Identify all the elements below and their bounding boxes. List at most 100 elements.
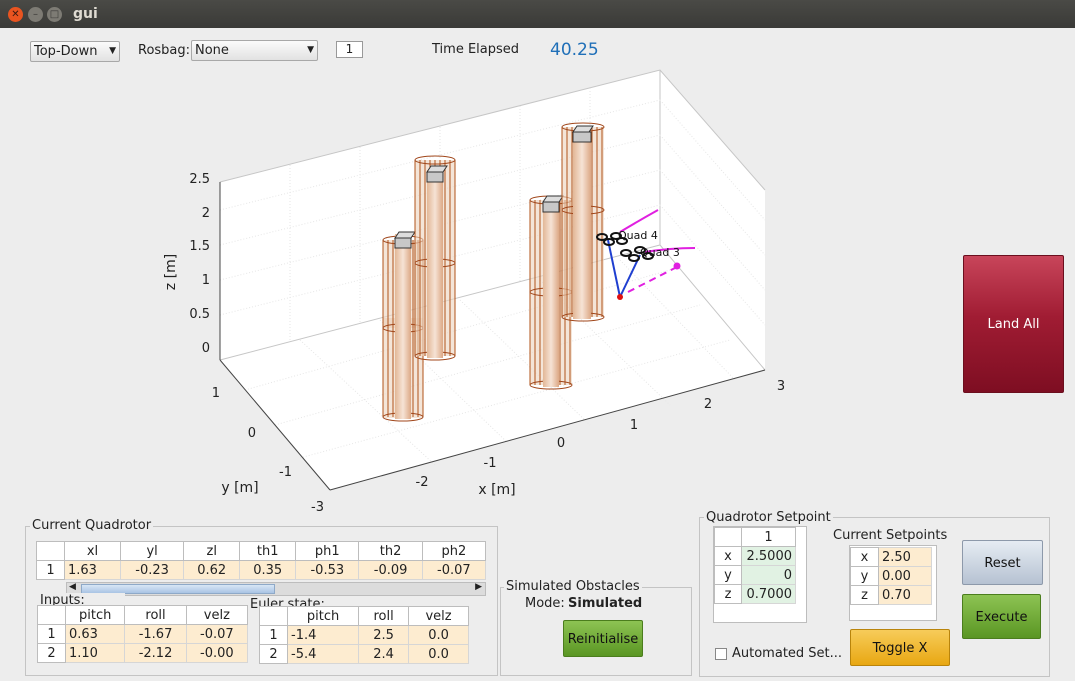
table-cell[interactable]: -1.67	[124, 624, 187, 644]
current-setpoints-title: Current Setpoints	[833, 528, 948, 543]
column-header: ph1	[295, 541, 360, 561]
view-select-value: Top-Down	[34, 44, 98, 59]
table-cell[interactable]: 1.63	[64, 560, 121, 580]
time-elapsed-value: 40.25	[550, 40, 599, 60]
table-cell[interactable]: 0.0	[408, 625, 469, 645]
z-tick: 0.5	[189, 307, 210, 322]
row-header: x	[714, 546, 742, 566]
table-cell[interactable]: -0.00	[185, 643, 249, 663]
table-cell[interactable]: -2.12	[124, 643, 187, 663]
setpoint-z-cell[interactable]: 0.7000	[741, 584, 796, 604]
inputs-title: Inputs:	[40, 593, 125, 608]
euler-table[interactable]: pitch roll velz 1 -1.4 2.5 0.0 2 -5.4 2.…	[259, 606, 469, 664]
column-header: ph2	[421, 541, 487, 561]
column-header: roll	[124, 605, 187, 625]
setpoint-title: Quadrotor Setpoint	[704, 510, 833, 525]
table-cell[interactable]: 1.10	[64, 643, 126, 663]
setpoint-y-cell[interactable]: 0	[741, 565, 796, 585]
column-header: velz	[408, 606, 469, 626]
table-cell[interactable]: 2.50	[878, 547, 932, 567]
reinitialise-button[interactable]: Reinitialise	[563, 620, 643, 657]
table-row[interactable]: z 0.70	[850, 585, 932, 605]
table-cell[interactable]: 0.63	[64, 624, 126, 644]
table-row[interactable]: x 2.5000	[714, 546, 796, 566]
table-row[interactable]: y 0	[714, 565, 796, 585]
maximize-icon[interactable]: □	[47, 7, 62, 22]
table-row[interactable]: 2 1.10 -2.12 -0.00	[37, 643, 249, 663]
setpoint-panel	[699, 517, 1050, 677]
table-cell[interactable]: -0.23	[119, 560, 185, 580]
row-header: 2	[37, 643, 66, 663]
table-cell[interactable]: -0.09	[358, 560, 423, 580]
mode-value: Simulated	[568, 596, 643, 611]
table-cell[interactable]: -0.07	[421, 560, 487, 580]
toggle-x-button[interactable]: Toggle X	[850, 629, 950, 666]
table-cell[interactable]: -0.07	[185, 624, 249, 644]
table-cell[interactable]: 0.70	[878, 585, 932, 605]
table-row[interactable]: x 2.50	[850, 547, 932, 567]
column-header: yl	[119, 541, 185, 561]
obstacle-cylinder	[561, 122, 605, 322]
table-row[interactable]: z 0.7000	[714, 584, 796, 604]
inputs-table[interactable]: pitch roll velz 1 0.63 -1.67 -0.07 2 1.1…	[37, 605, 249, 663]
table-cell[interactable]: 0.62	[183, 560, 241, 580]
chevron-down-icon: ▼	[307, 45, 314, 55]
column-header: 1	[741, 527, 796, 547]
row-header: y	[850, 566, 879, 586]
x-tick: 3	[777, 379, 785, 394]
minimize-icon[interactable]: –	[28, 7, 43, 22]
quad-label: Quad 3	[640, 246, 680, 259]
z-tick: 2.5	[189, 172, 210, 187]
y-tick: 0	[248, 426, 256, 441]
column-header: pitch	[286, 606, 360, 626]
land-all-button[interactable]: Land All	[963, 255, 1064, 393]
setpoint-x-cell[interactable]: 2.5000	[741, 546, 796, 566]
close-icon[interactable]: ✕	[8, 7, 23, 22]
time-elapsed-label: Time Elapsed	[432, 42, 520, 57]
y-tick: -3	[311, 500, 324, 515]
plot-3d[interactable]: Quad 4 Quad 3 2.5 2 1.5 1 0.5 0 1 0 -1 -…	[150, 60, 800, 515]
y-tick: 1	[212, 386, 220, 401]
column-header: velz	[185, 605, 249, 625]
table-row[interactable]: 1 1.63 -0.23 0.62 0.35 -0.53 -0.09 -0.07	[36, 560, 487, 580]
index-input[interactable]: 1	[336, 41, 363, 58]
table-cell[interactable]: 2.5	[358, 625, 410, 645]
z-axis-label: z [m]	[163, 254, 179, 290]
row-header: x	[850, 547, 879, 567]
table-cell[interactable]: -0.53	[295, 560, 360, 580]
axis-ticks: 2.5 2 1.5 1 0.5 0 1 0 -1 -3 -2 -1 0 1 2 …	[163, 172, 785, 515]
table-cell[interactable]: -1.4	[286, 625, 360, 645]
column-header: pitch	[64, 605, 126, 625]
horizontal-scrollbar[interactable]: ◀ ▶	[66, 582, 486, 596]
window-titlebar: ✕ – □ gui	[0, 0, 1075, 28]
view-select[interactable]: Top-Down ▼	[30, 41, 120, 62]
current-setpoints-table[interactable]: x 2.50 y 0.00 z 0.70	[850, 547, 932, 605]
reset-button[interactable]: Reset	[962, 540, 1043, 585]
execute-button[interactable]: Execute	[962, 594, 1041, 639]
table-cell[interactable]: 0.0	[408, 644, 469, 664]
table-row[interactable]: 1 -1.4 2.5 0.0	[259, 625, 469, 645]
table-row[interactable]: y 0.00	[850, 566, 932, 586]
x-tick: -2	[416, 475, 429, 490]
row-header: 1	[36, 560, 65, 580]
current-quadrotor-title: Current Quadrotor	[30, 518, 154, 533]
automated-setpoint-checkbox[interactable]	[715, 648, 727, 660]
z-tick: 0	[202, 341, 210, 356]
table-cell[interactable]: -5.4	[286, 644, 360, 664]
table-row[interactable]: 2 -5.4 2.4 0.0	[259, 644, 469, 664]
scroll-right-icon[interactable]: ▶	[475, 582, 482, 592]
scrollbar-thumb[interactable]	[81, 584, 275, 594]
table-row[interactable]: 1 0.63 -1.67 -0.07	[37, 624, 249, 644]
current-quadrotor-table[interactable]: xl yl zl th1 ph1 th2 ph2 1 1.63 -0.23 0.…	[36, 541, 487, 580]
table-cell[interactable]: 0.35	[239, 560, 297, 580]
scroll-left-icon[interactable]: ◀	[69, 582, 76, 592]
table-cell[interactable]: 0.00	[878, 566, 932, 586]
setpoint-table[interactable]: 1 x 2.5000 y 0 z 0.7000	[714, 527, 796, 604]
automated-setpoint-label: Automated Set...	[732, 646, 843, 661]
table-cell[interactable]: 2.4	[358, 644, 410, 664]
x-tick: -1	[484, 456, 497, 471]
rosbag-select-value: None	[195, 43, 229, 58]
row-header: z	[714, 584, 742, 604]
rosbag-select[interactable]: None ▼	[191, 40, 318, 61]
obstacle-cylinder	[414, 155, 456, 361]
